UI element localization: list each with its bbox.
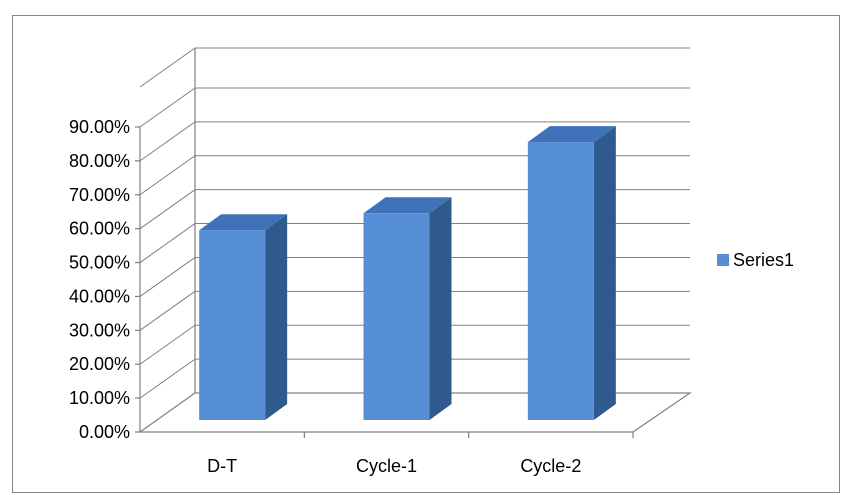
bar-cycle-2 [527,126,616,420]
gridline-side [139,121,196,162]
bar-d-t [199,214,288,420]
bar-top [363,197,452,214]
bars [199,126,616,420]
legend: Series1 [717,250,794,270]
y-tick-label: 50.00% [69,253,130,273]
y-tick-label: 0.00% [79,422,130,442]
category-label: Cycle-1 [356,456,417,476]
bar-top [527,126,616,143]
legend-swatch [717,254,729,266]
y-tick-label: 20.00% [69,354,130,374]
gridline-side [139,223,196,263]
category-label: Cycle-2 [520,456,581,476]
gridline-side [139,290,196,331]
y-tick-label: 30.00% [69,320,130,340]
bar-top [199,214,288,231]
category-label: D-T [207,456,237,476]
y-tick-label: 10.00% [69,388,130,408]
bar-front [363,213,430,420]
bar-front [527,142,594,420]
gridline-side [139,87,196,128]
gridline-side [139,257,196,297]
gridline-side [139,155,196,196]
y-tick-label: 70.00% [69,185,130,205]
labels: 0.00% 10.00% 20.00% 30.00% 40.00% 50.00% 60.00… [69,117,581,476]
y-tick-label: 80.00% [69,151,130,171]
legend-label-series1: Series1 [733,250,794,270]
y-tick-label: 40.00% [69,286,130,306]
bar-side [429,197,452,420]
y-tick-label: 60.00% [69,219,130,239]
gridline-side [139,358,196,399]
gridline-side [139,189,196,230]
gridline-side [139,324,196,365]
gridline-side [139,47,196,88]
bar-side [593,126,616,420]
bar-front [199,230,266,420]
bar-side [265,214,288,420]
bar-cycle-1 [363,197,452,420]
y-tick-label: 90.00% [69,117,130,137]
